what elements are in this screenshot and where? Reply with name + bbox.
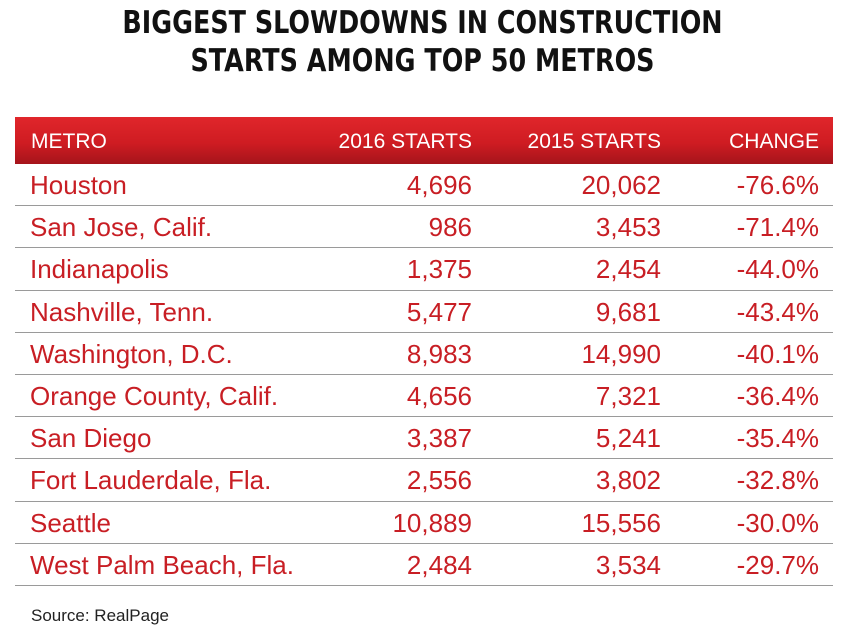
cell-2015-starts: 14,990 [581, 338, 661, 369]
cell-2015-starts: 9,681 [595, 296, 661, 327]
cell-2016-starts: 8,983 [406, 338, 472, 369]
cell-2015-starts: 3,802 [595, 465, 661, 496]
cell-2016-starts: 2,556 [406, 465, 472, 496]
column-header-metro: METRO [31, 130, 107, 153]
table-row: Indianapolis 1,375 2,454 -44.0% [15, 248, 833, 291]
table-row: Fort Lauderdale, Fla. 2,556 3,802 -32.8% [15, 459, 833, 502]
cell-2015-starts: 3,534 [595, 549, 661, 580]
cell-2016-starts: 2,484 [406, 549, 472, 580]
cell-change: -76.6% [736, 170, 819, 200]
cell-metro: Nashville, Tenn. [30, 296, 214, 327]
chart-title-line-2: STARTS AMONG TOP 50 METROS [190, 43, 655, 79]
cell-change: -32.8% [736, 465, 819, 496]
cell-metro: Indianapolis [30, 254, 169, 285]
cell-metro: West Palm Beach, Fla. [30, 549, 294, 580]
chart-title: BIGGEST SLOWDOWNS IN CONSTRUCTION STARTS… [76, 4, 769, 80]
source-note: Source: RealPage [31, 606, 169, 625]
chart-title-line-1: BIGGEST SLOWDOWNS IN CONSTRUCTION [122, 5, 723, 41]
column-header-2016-starts: 2016 STARTS [338, 130, 472, 153]
table-body: Houston 4,696 20,062 -76.6% San Jose, Calif.… [15, 164, 833, 586]
cell-metro: San Diego [30, 423, 152, 454]
cell-2015-starts: 7,321 [595, 380, 661, 411]
cell-2016-starts: 986 [428, 212, 472, 243]
cell-2016-starts: 10,889 [392, 507, 472, 538]
cell-2015-starts: 15,556 [581, 507, 661, 538]
cell-change: -35.4% [736, 423, 819, 454]
cell-2016-starts: 5,477 [406, 296, 472, 327]
cell-change: -29.7% [736, 549, 819, 580]
cell-2015-starts: 20,062 [581, 170, 661, 200]
table-row: West Palm Beach, Fla. 2,484 3,534 -29.7% [15, 544, 833, 586]
cell-change: -43.4% [736, 296, 819, 327]
cell-metro: Houston [30, 170, 127, 200]
cell-metro: Washington, D.C. [30, 338, 233, 369]
cell-2015-starts: 2,454 [595, 254, 661, 285]
table-row: Seattle 10,889 15,556 -30.0% [15, 502, 833, 544]
cell-change: -36.4% [736, 380, 819, 411]
column-header-2015-starts: 2015 STARTS [527, 130, 661, 153]
table-row: San Diego 3,387 5,241 -35.4% [15, 417, 833, 460]
cell-metro: San Jose, Calif. [30, 212, 213, 243]
table-row: San Jose, Calif. 986 3,453 -71.4% [15, 206, 833, 249]
cell-2016-starts: 4,696 [406, 170, 472, 200]
cell-change: -44.0% [736, 254, 819, 285]
cell-change: -30.0% [736, 507, 819, 538]
cell-2016-starts: 1,375 [406, 254, 472, 285]
cell-2015-starts: 5,241 [595, 423, 661, 454]
cell-2016-starts: 3,387 [406, 423, 472, 454]
cell-metro: Orange County, Calif. [30, 380, 279, 411]
cell-2016-starts: 4,656 [406, 380, 472, 411]
data-table: METRO 2016 STARTS 2015 STARTS CHANGE Hou… [15, 117, 833, 586]
table-row: Houston 4,696 20,062 -76.6% [15, 164, 833, 207]
cell-metro: Seattle [30, 507, 111, 538]
table-header: METRO 2016 STARTS 2015 STARTS CHANGE [15, 117, 833, 164]
table-row: Washington, D.C. 8,983 14,990 -40.1% [15, 333, 833, 375]
cell-change: -71.4% [736, 212, 819, 243]
column-header-change: CHANGE [729, 130, 819, 153]
table-row: Orange County, Calif. 4,656 7,321 -36.4% [15, 375, 833, 418]
cell-metro: Fort Lauderdale, Fla. [30, 465, 272, 496]
table-row: Nashville, Tenn. 5,477 9,681 -43.4% [15, 291, 833, 333]
cell-2015-starts: 3,453 [595, 212, 661, 243]
cell-change: -40.1% [736, 338, 819, 369]
